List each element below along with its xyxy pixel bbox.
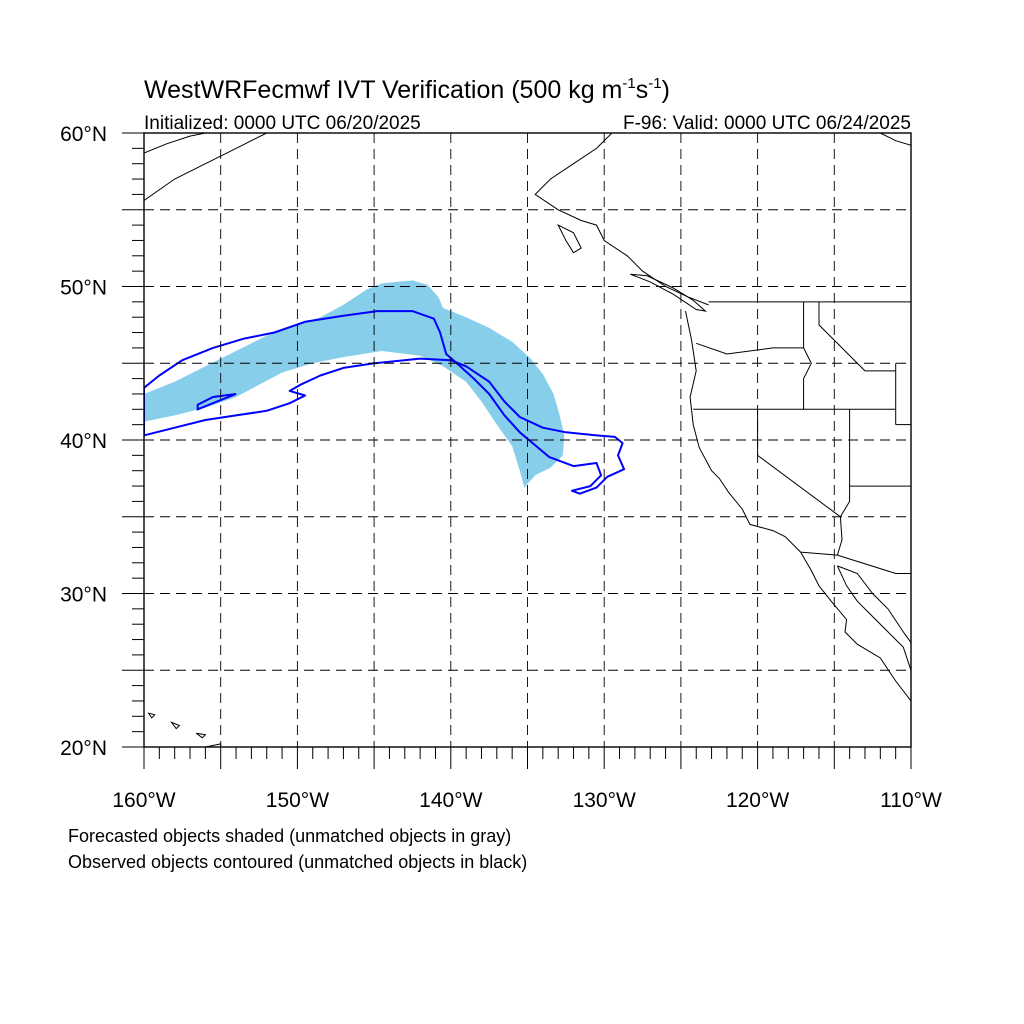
coastline-baja (800, 551, 911, 702)
observed-object-contour-small (196, 393, 237, 411)
island-hawaii-oahu (170, 721, 181, 730)
coastline-gulf-california (836, 565, 911, 671)
observed-object-contour (144, 310, 626, 495)
caption-observed: Observed objects contoured (unmatched ob… (68, 852, 528, 872)
border-ca-az (836, 516, 843, 556)
lon-tick-label: 160°W (112, 789, 175, 812)
coastline-alaska-bc (534, 133, 709, 306)
lon-tick-label: 120°W (726, 789, 789, 812)
lon-tick-label: 130°W (573, 789, 636, 812)
island-hawaii-kauai (147, 712, 156, 719)
island-hawaii-big (204, 743, 222, 747)
lon-tick-label: 140°W (419, 789, 482, 812)
border-us-mexico (800, 551, 911, 574)
forecast-object-shaded (144, 280, 565, 488)
lat-tick-label: 40°N (60, 430, 107, 453)
plot-area (144, 133, 911, 747)
lat-tick-label: 50°N (60, 277, 107, 300)
gridlines (144, 133, 911, 747)
island-vancouver (630, 273, 708, 312)
valid-time-label: F-96: Valid: 0000 UTC 06/24/2025 (623, 113, 911, 134)
lat-tick-label: 60°N (60, 123, 107, 146)
init-time-label: Initialized: 0000 UTC 06/20/2025 (144, 113, 421, 134)
border-wa-or (696, 342, 804, 355)
coastline-mexico-mainland (837, 565, 911, 643)
island-haida-gwaii (557, 223, 582, 254)
border-az-nm-lake (839, 486, 851, 518)
coastline-yukon-east (880, 133, 911, 146)
lon-tick-label: 110°W (880, 789, 942, 812)
chart-title: WestWRFecmwf IVT Verification (500 kg m-… (144, 75, 670, 104)
tick-labels: 160°W 150°W 140°W 130°W 120°W 110°W 60°N 50°N 40… (60, 123, 942, 812)
island-hawaii-maui (195, 732, 207, 739)
coastlines (144, 133, 911, 747)
coastline-alaska-peninsula (144, 133, 206, 154)
coastline-us-west (685, 310, 801, 553)
lat-tick-label: 20°N (60, 737, 107, 760)
border-id-mt (818, 301, 896, 372)
lon-tick-label: 150°W (266, 789, 329, 812)
border-or-id (803, 347, 812, 410)
objects-layer (144, 280, 626, 495)
tick-marks (122, 132, 912, 769)
coastline-alaska-west (144, 133, 267, 201)
caption-forecast: Forecasted objects shaded (unmatched obj… (68, 826, 512, 846)
lat-tick-label: 30°N (60, 584, 107, 607)
